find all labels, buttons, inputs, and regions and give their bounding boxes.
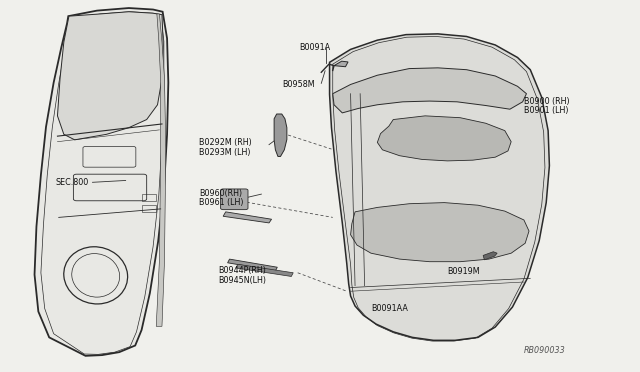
Text: SEC.800: SEC.800 bbox=[56, 178, 89, 187]
Polygon shape bbox=[58, 12, 163, 140]
Text: RB090033: RB090033 bbox=[524, 346, 566, 355]
Polygon shape bbox=[351, 203, 529, 262]
Polygon shape bbox=[274, 114, 287, 157]
Polygon shape bbox=[228, 259, 277, 271]
Text: B0944P(RH): B0944P(RH) bbox=[218, 266, 266, 275]
Polygon shape bbox=[483, 252, 497, 260]
Polygon shape bbox=[333, 68, 527, 113]
Bar bbox=[141, 194, 156, 201]
Text: B0293M (LH): B0293M (LH) bbox=[199, 148, 250, 157]
Text: B0292M (RH): B0292M (RH) bbox=[199, 138, 252, 147]
Polygon shape bbox=[223, 212, 271, 223]
Text: B0901 (LH): B0901 (LH) bbox=[524, 106, 568, 115]
Polygon shape bbox=[378, 116, 511, 161]
Text: B0958M: B0958M bbox=[282, 80, 314, 89]
Polygon shape bbox=[156, 14, 166, 326]
Polygon shape bbox=[35, 8, 168, 356]
Polygon shape bbox=[236, 264, 293, 276]
Text: B0961 (LH): B0961 (LH) bbox=[199, 198, 243, 207]
Polygon shape bbox=[334, 61, 348, 67]
Polygon shape bbox=[330, 34, 549, 340]
Text: B0900 (RH): B0900 (RH) bbox=[524, 97, 570, 106]
Text: B0945N(LH): B0945N(LH) bbox=[218, 276, 266, 285]
Bar bbox=[141, 205, 156, 212]
FancyBboxPatch shape bbox=[221, 189, 248, 210]
Text: B0960(RH): B0960(RH) bbox=[199, 189, 242, 198]
Text: B0919M: B0919M bbox=[447, 267, 480, 276]
Text: B0091AA: B0091AA bbox=[371, 304, 408, 313]
Text: B0091A: B0091A bbox=[300, 43, 331, 52]
